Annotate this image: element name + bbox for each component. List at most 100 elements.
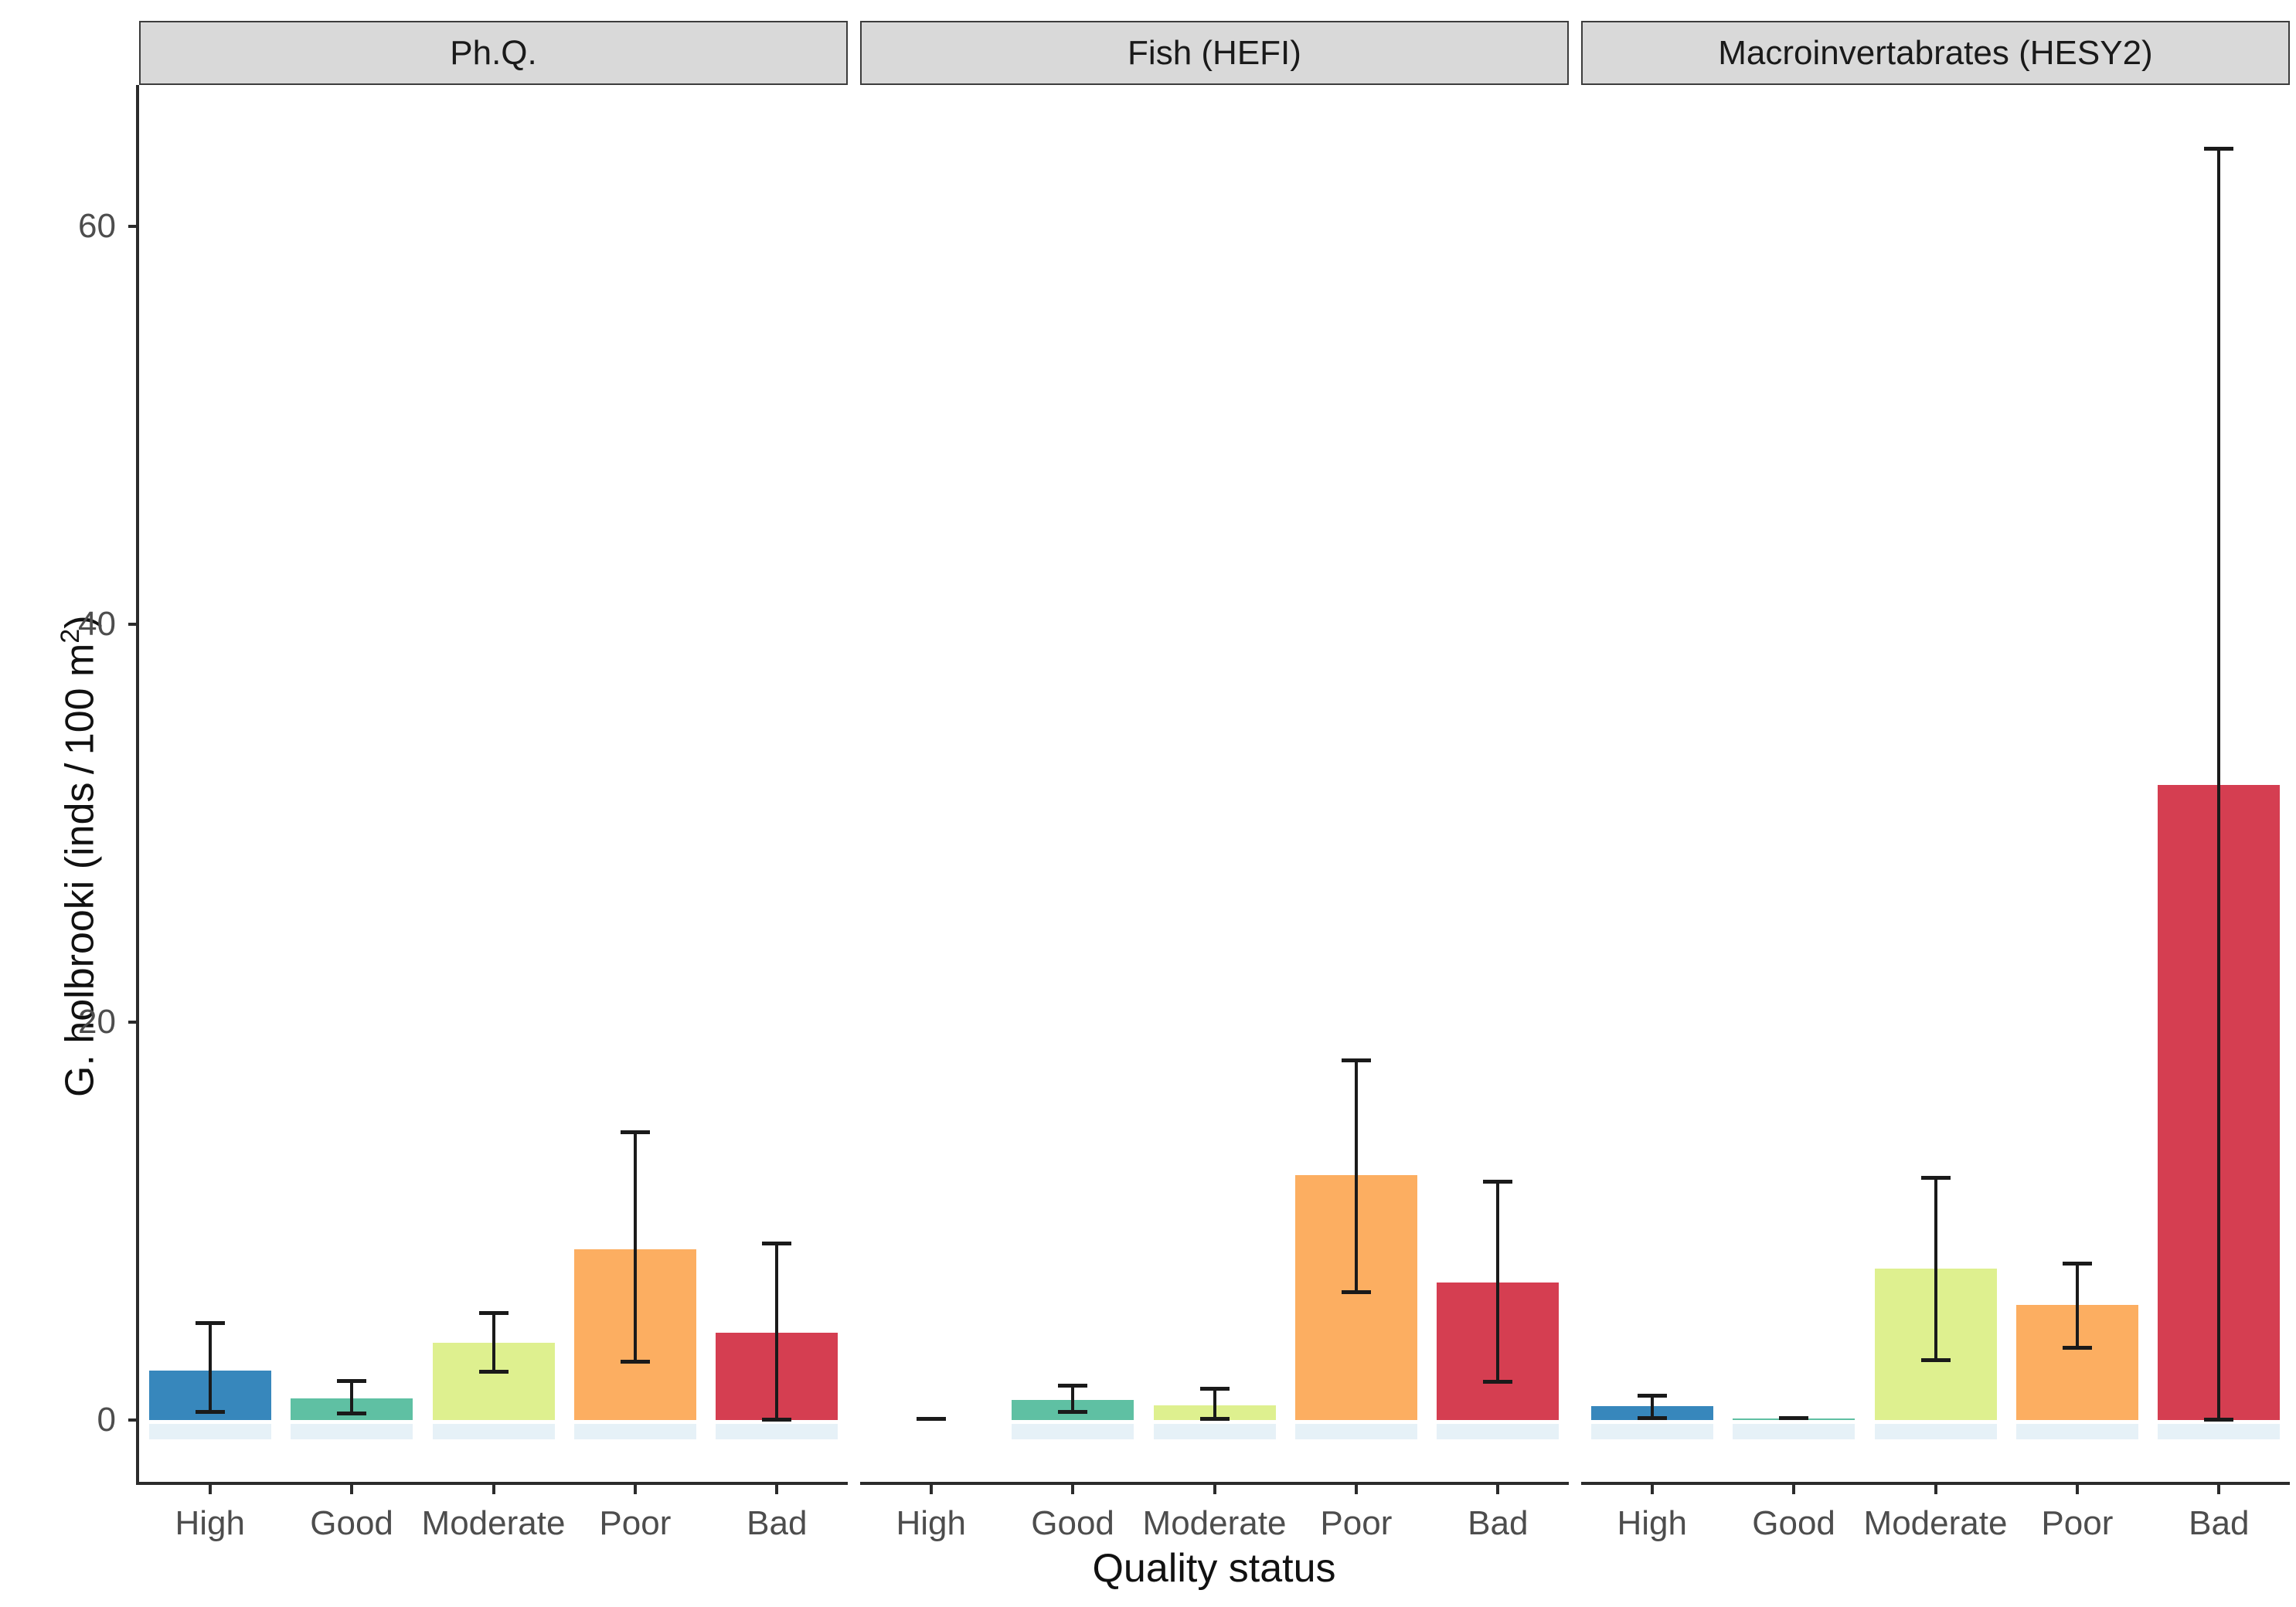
x-axis-line (860, 1482, 1569, 1485)
x-tick-label: Bad (1468, 1504, 1529, 1542)
bar-baseline-shadow (1590, 1424, 1713, 1440)
facet-strip: Ph.Q. (139, 21, 848, 85)
x-tick-label: High (175, 1504, 245, 1542)
bar-baseline-shadow (716, 1424, 838, 1440)
error-bar-cap-bottom (478, 1370, 509, 1374)
bar-baseline-shadow (291, 1424, 413, 1440)
error-bar-cap-top (2204, 147, 2234, 151)
error-bar-cap-bottom (2204, 1418, 2234, 1422)
error-bar-cap-top (1058, 1384, 1088, 1388)
error-bar-cap-bottom (195, 1409, 225, 1414)
error-bar-cap-bottom (762, 1418, 792, 1422)
error-bar-cap-bottom (1058, 1409, 1088, 1414)
x-tick-mark (492, 1485, 495, 1494)
bar-baseline-shadow (1437, 1424, 1560, 1440)
x-tick-mark (350, 1485, 354, 1494)
y-axis-line (136, 85, 139, 1485)
error-bar-cap-bottom (1637, 1415, 1667, 1420)
error-bar-cap-top (1199, 1386, 1230, 1391)
facet-strip-label: Macroinvertabrates (HESY2) (1718, 33, 2153, 72)
x-tick-label: Good (1752, 1504, 1835, 1542)
x-tick-label: Good (1031, 1504, 1114, 1542)
y-tick-label: 60 (78, 206, 116, 245)
error-bar-line (1496, 1181, 1500, 1383)
x-tick-mark (633, 1485, 637, 1494)
x-axis-line (139, 1482, 848, 1485)
error-bar-cap-top (337, 1378, 367, 1383)
x-tick-label: Good (310, 1504, 393, 1542)
facet-strip-label: Ph.Q. (450, 33, 537, 72)
error-bar-cap-top (195, 1320, 225, 1325)
error-bar-cap-bottom (620, 1360, 650, 1364)
x-tick-mark (1934, 1485, 1937, 1494)
error-bar-line (350, 1380, 354, 1415)
error-bar-line (775, 1242, 779, 1421)
error-bar-dash (916, 1417, 946, 1422)
facet-strip: Macroinvertabrates (HESY2) (1581, 21, 2290, 85)
error-bar-dash (1779, 1416, 1809, 1421)
x-tick-mark (1354, 1485, 1358, 1494)
x-tick-mark (1496, 1485, 1500, 1494)
bar-baseline-shadow (1733, 1424, 1856, 1440)
error-bar-line (633, 1131, 637, 1363)
panel-plot-area (139, 85, 848, 1482)
x-axis-line (1581, 1482, 2290, 1485)
x-tick-label: Poor (1320, 1504, 1393, 1542)
error-bar-cap-top (620, 1130, 650, 1134)
error-bar-line (492, 1313, 495, 1373)
x-tick-label: Moderate (421, 1504, 566, 1542)
y-tick-mark (128, 1418, 138, 1422)
bar-baseline-shadow (1294, 1424, 1417, 1440)
x-tick-mark (2217, 1485, 2221, 1494)
x-tick-mark (929, 1485, 933, 1494)
bar-baseline-shadow (1874, 1424, 1997, 1440)
error-bar-cap-top (1341, 1058, 1371, 1062)
y-tick-mark (128, 224, 138, 228)
error-bar-cap-top (478, 1311, 509, 1316)
bar-baseline-shadow (1012, 1424, 1134, 1440)
error-bar-cap-bottom (2062, 1346, 2092, 1350)
x-tick-label: Bad (2189, 1504, 2250, 1542)
facet-strip-label: Fish (HEFI) (1128, 33, 1301, 72)
panel-plot-area (860, 85, 1569, 1482)
x-tick-mark (1213, 1485, 1216, 1494)
x-tick-label: Moderate (1863, 1504, 2008, 1542)
panel-plot-area (1581, 85, 2290, 1482)
error-bar-cap-bottom (1920, 1357, 1951, 1362)
error-bar-cap-top (762, 1241, 792, 1245)
error-bar-line (1354, 1059, 1358, 1293)
y-tick-label: 0 (97, 1401, 116, 1439)
bar-baseline-shadow (148, 1424, 271, 1440)
x-tick-label: Moderate (1142, 1504, 1287, 1542)
x-tick-label: Bad (747, 1504, 808, 1542)
x-tick-mark (1792, 1485, 1796, 1494)
bar-baseline-shadow (432, 1424, 555, 1440)
error-bar-cap-bottom (1341, 1290, 1371, 1295)
error-bar-line (208, 1322, 212, 1412)
error-bar-cap-top (1637, 1393, 1667, 1398)
x-tick-label: Poor (2041, 1504, 2114, 1542)
y-tick-mark (128, 622, 138, 626)
x-tick-label: High (1617, 1504, 1687, 1542)
y-tick-label: 40 (78, 604, 116, 643)
y-tick-mark (128, 1021, 138, 1024)
error-bar-line (1934, 1177, 1937, 1361)
error-bar-cap-top (2062, 1261, 2092, 1266)
error-bar-cap-top (1920, 1175, 1951, 1180)
bar-baseline-shadow (2015, 1424, 2138, 1440)
bar-baseline-shadow (1153, 1424, 1276, 1440)
x-tick-mark (1071, 1485, 1075, 1494)
error-bar-line (1071, 1385, 1075, 1412)
error-bar-cap-bottom (337, 1412, 367, 1416)
error-bar-line (1650, 1395, 1654, 1418)
bar-baseline-shadow (573, 1424, 696, 1440)
error-bar-cap-bottom (1199, 1416, 1230, 1421)
error-bar-line (1213, 1388, 1216, 1419)
bar-baseline-shadow (2158, 1424, 2281, 1440)
x-tick-mark (208, 1485, 212, 1494)
y-tick-label: 20 (78, 1003, 116, 1041)
error-bar-cap-bottom (1483, 1380, 1513, 1384)
x-axis-title: Quality status (1092, 1546, 1336, 1591)
x-tick-mark (775, 1485, 779, 1494)
